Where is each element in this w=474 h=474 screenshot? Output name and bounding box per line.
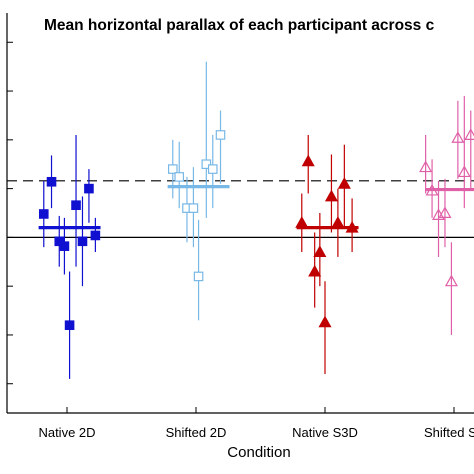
- data-point: [207, 164, 218, 174]
- data-point: [54, 236, 65, 247]
- data-point: [313, 245, 327, 258]
- data-point: [59, 241, 70, 251]
- data-point: [38, 209, 49, 219]
- data-point: [64, 320, 75, 330]
- x-tick-label: Shifted S3: [424, 425, 474, 440]
- data-point: [308, 264, 322, 277]
- series-2: [295, 134, 359, 374]
- data-point: [318, 315, 332, 328]
- data-point: [295, 216, 309, 228]
- data-point: [301, 154, 315, 167]
- series-1: [167, 61, 230, 321]
- plot-area: [7, 61, 474, 379]
- x-axis-label: Condition: [227, 444, 290, 461]
- data-point: [77, 236, 88, 247]
- data-point: [331, 216, 345, 228]
- data-point: [46, 176, 57, 187]
- data-point: [215, 130, 226, 140]
- x-tick-label: Native S3D: [292, 425, 358, 440]
- data-point: [444, 274, 458, 287]
- data-point: [438, 206, 452, 218]
- data-point: [167, 164, 178, 174]
- data-point: [201, 159, 212, 170]
- chart-title: Mean horizontal parallax of each partici…: [44, 17, 435, 34]
- series-3: [419, 95, 474, 335]
- data-point: [71, 200, 81, 210]
- x-tick-label: Shifted 2D: [166, 425, 227, 440]
- axes: Native 2D Shifted 2D Native S3D Shifted S3: [6, 13, 474, 440]
- data-point: [419, 160, 433, 173]
- x-tick-label: Native 2D: [38, 425, 95, 440]
- data-point: [337, 176, 351, 189]
- series-0: [38, 134, 101, 379]
- data-point: [174, 172, 185, 182]
- data-point: [193, 271, 204, 282]
- data-point: [451, 131, 465, 143]
- data-point: [464, 128, 474, 140]
- data-point: [90, 230, 101, 241]
- data-point: [457, 165, 471, 178]
- data-point: [324, 189, 338, 202]
- data-point: [84, 183, 94, 194]
- data-point: [188, 203, 199, 213]
